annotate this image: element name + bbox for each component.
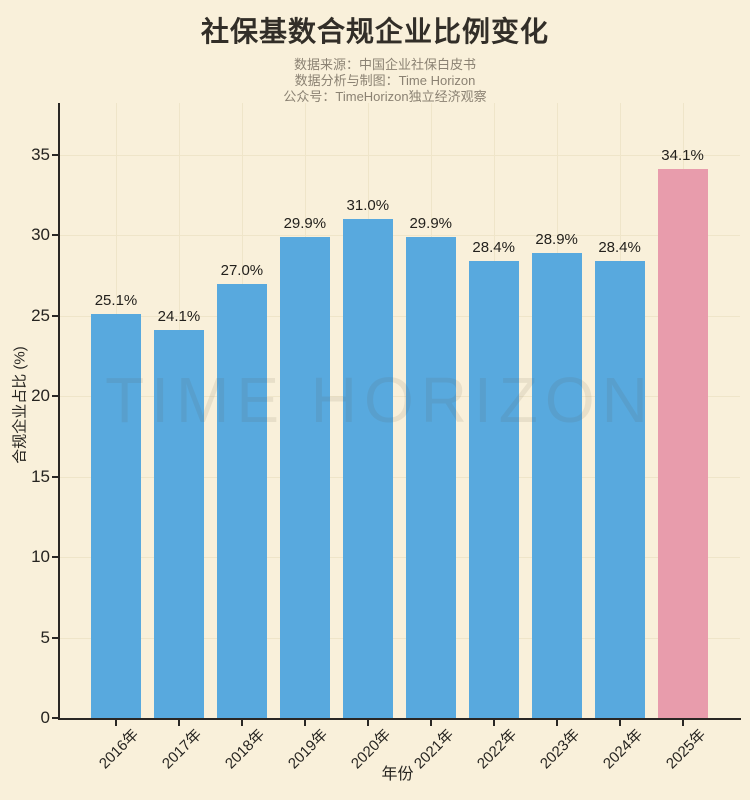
gridline-horizontal (59, 235, 740, 237)
y-tick-label: 15 (31, 466, 50, 486)
bar-2022年 (468, 261, 519, 718)
gridline-horizontal (59, 396, 740, 398)
y-tick-label: 5 (40, 627, 50, 647)
x-axis-title: 年份 (381, 766, 414, 783)
bar-value-label: 24.1% (157, 308, 201, 326)
bar-2017年 (153, 330, 204, 718)
y-tick-mark (52, 234, 58, 237)
y-tick-mark (52, 154, 58, 156)
bar-2019年 (279, 237, 330, 718)
bar-2025年 (657, 169, 708, 718)
y-tick-mark (52, 475, 58, 478)
y-tick-label: 25 (31, 305, 50, 325)
x-tick-mark (429, 720, 432, 726)
bar-value-label: 31.0% (346, 197, 390, 215)
bar-2021年 (405, 237, 456, 718)
y-tick-mark (52, 395, 58, 398)
x-tick-mark (177, 720, 180, 726)
gridline-horizontal (59, 637, 740, 639)
gridline-horizontal (59, 557, 740, 559)
y-tick-label: 20 (31, 386, 50, 406)
bar-2020年 (342, 219, 393, 718)
bar-2016年 (91, 314, 141, 718)
x-tick-mark (492, 720, 495, 726)
gridline-horizontal (59, 476, 740, 478)
gridline-horizontal (59, 315, 740, 317)
x-tick-mark (618, 720, 621, 726)
x-tick-mark (366, 720, 369, 726)
bar-value-label: 28.4% (598, 239, 641, 257)
bar-value-label: 29.9% (283, 215, 327, 233)
bar-value-label: 25.1% (94, 292, 138, 310)
y-tick-mark (52, 314, 58, 317)
x-axis-line (58, 718, 741, 720)
bar-value-label: 28.9% (535, 231, 578, 249)
y-tick-label: 0 (40, 708, 50, 727)
bar-2024年 (594, 261, 645, 718)
x-tick-mark (681, 720, 684, 726)
x-tick-mark (240, 720, 243, 726)
x-tick-mark (303, 720, 306, 726)
chart-subtitle: 数据来源：中国企业社保白皮书 数据分析与制图：Time Horizon 公众号：… (0, 57, 750, 105)
bar-value-label: 28.4% (472, 239, 515, 257)
y-tick-mark (52, 717, 58, 719)
y-tick-mark (52, 636, 58, 639)
subtitle-line-account: 公众号：TimeHorizon独立经济观察 (283, 89, 487, 104)
subtitle-line-source: 数据来源：中国企业社保白皮书 (293, 57, 476, 72)
x-tick-mark (555, 720, 558, 726)
y-tick-label: 30 (31, 225, 50, 245)
bar-2018年 (216, 283, 267, 718)
bar-2023年 (531, 253, 582, 718)
subtitle-line-author: 数据分析与制图：Time Horizon (294, 73, 476, 88)
bar-value-label: 27.0% (220, 261, 264, 279)
y-tick-mark (52, 556, 58, 559)
y-axis-title: 合规企业占比 (%) (11, 346, 29, 464)
y-axis-line (58, 103, 60, 720)
x-tick-mark (115, 720, 117, 726)
gridline-horizontal (59, 155, 740, 156)
bar-value-label: 29.9% (409, 215, 453, 233)
bar-value-label: 34.1% (661, 147, 704, 165)
y-tick-label: 35 (31, 145, 50, 164)
y-tick-label: 10 (31, 547, 50, 567)
chart-header: 社保基数合规企业比例变化 数据来源：中国企业社保白皮书 数据分析与制图：Time… (0, 0, 750, 105)
chart-title: 社保基数合规企业比例变化 (200, 16, 549, 47)
